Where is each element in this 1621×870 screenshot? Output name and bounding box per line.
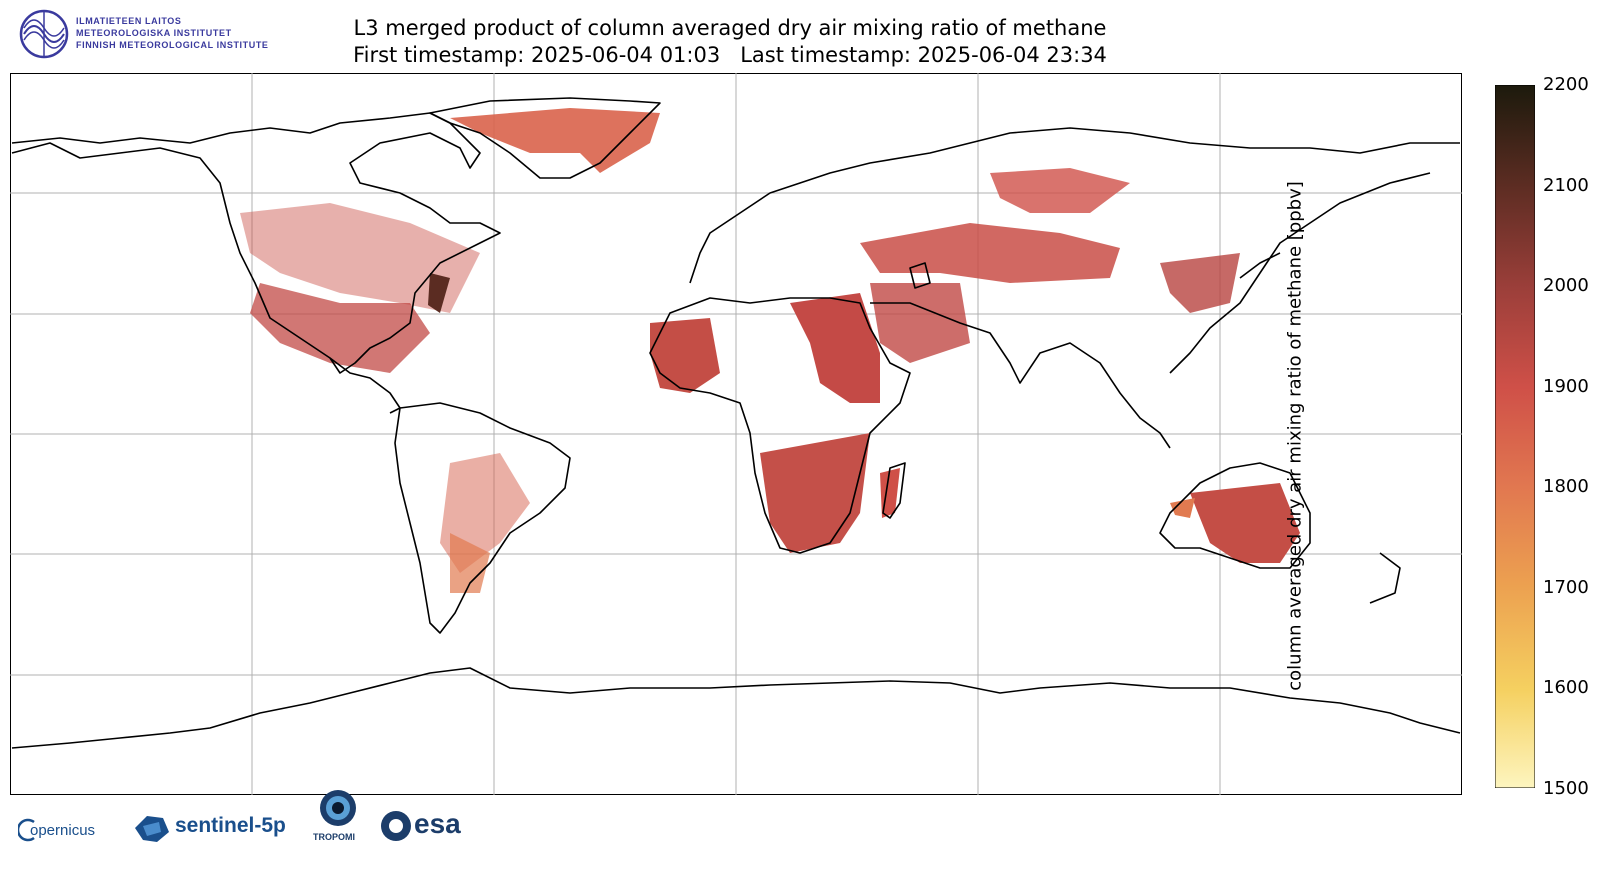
data-patch-china (1160, 253, 1240, 313)
data-patch-australia (1190, 483, 1300, 563)
data-patch-us (250, 283, 430, 373)
copernicus-text: opernicus (30, 822, 96, 839)
map-svg (10, 73, 1462, 795)
data-patch-central-asia (860, 223, 1120, 283)
methane-data-layer (240, 108, 1300, 593)
esa-logo: esa (380, 808, 480, 848)
copernicus-logo: opernicus (18, 818, 118, 848)
data-patch-argentina (450, 533, 490, 593)
coast-greenland (429, 97, 661, 179)
coastlines (11, 97, 1461, 749)
coast-caspian (909, 262, 931, 289)
colorbar-tick-2200: 2200 (1543, 74, 1589, 95)
coast-europe (689, 127, 1460, 284)
coast-antarctica (11, 667, 1461, 749)
colorbar-tick-1700: 1700 (1543, 577, 1589, 598)
coast-africa (649, 297, 911, 554)
tropomi-text: TROPOMI (313, 832, 355, 842)
coast-madagascar (882, 462, 906, 519)
tropomi-eye-icon (320, 790, 356, 826)
institute-name-en: FINNISH METEOROLOGICAL INSTITUTE (76, 40, 269, 50)
coast-japan (1239, 252, 1281, 279)
coast-north-america (11, 112, 501, 374)
sentinel-text: sentinel-5p (175, 814, 286, 837)
tropomi-logo: TROPOMI (313, 788, 363, 858)
subtitle-line: First timestamp: 2025-06-04 01:03 Last t… (353, 43, 1107, 67)
coast-south-america (394, 402, 571, 634)
esa-icon (381, 811, 411, 841)
coast-central-america (329, 357, 401, 414)
fmi-emblem-icon (19, 9, 69, 59)
data-patch-canada (240, 203, 480, 313)
colorbar (1495, 85, 1535, 788)
coast-arabia-india (870, 302, 1171, 449)
title-line: L3 merged product of column averaged dry… (353, 16, 1107, 40)
partner-logos: opernicus sentinel-5p TROPOMI esa (18, 790, 518, 858)
data-patch-siberia (990, 168, 1130, 213)
copernicus-icon (18, 818, 35, 842)
esa-text: esa (414, 808, 461, 839)
colorbar-tick-1500: 1500 (1543, 778, 1589, 799)
world-map (10, 73, 1462, 795)
chart-title: L3 merged product of column averaged dry… (300, 15, 1160, 69)
colorbar-title: column averaged dry air mixing ratio of … (1284, 181, 1306, 691)
data-patch-us-east-peak (428, 273, 450, 313)
coast-australia (1159, 462, 1311, 569)
data-patch-greenland (450, 108, 660, 173)
colorbar-gradient (1495, 85, 1535, 788)
satellite-icon (135, 816, 169, 842)
sentinel-5p-logo: sentinel-5p (133, 808, 303, 848)
fmi-logo: ILMATIETEEN LAITOS METEOROLOGISKA INSTIT… (18, 8, 298, 64)
data-patch-madagascar (880, 468, 900, 518)
colorbar-tick-2100: 2100 (1543, 175, 1589, 196)
colorbar-tick-1600: 1600 (1543, 677, 1589, 698)
colorbar-tick-1800: 1800 (1543, 476, 1589, 497)
colorbar-tick-2000: 2000 (1543, 275, 1589, 296)
institute-name-sv: METEOROLOGISKA INSTITUTET (76, 28, 232, 38)
colorbar-tick-1900: 1900 (1543, 376, 1589, 397)
institute-name-fi: ILMATIETEEN LAITOS (76, 16, 182, 26)
data-patch-west-africa (650, 318, 720, 393)
data-patch-sahara (790, 293, 880, 403)
data-patch-sw-australia (1170, 498, 1195, 518)
coast-new-zealand (1369, 552, 1401, 604)
